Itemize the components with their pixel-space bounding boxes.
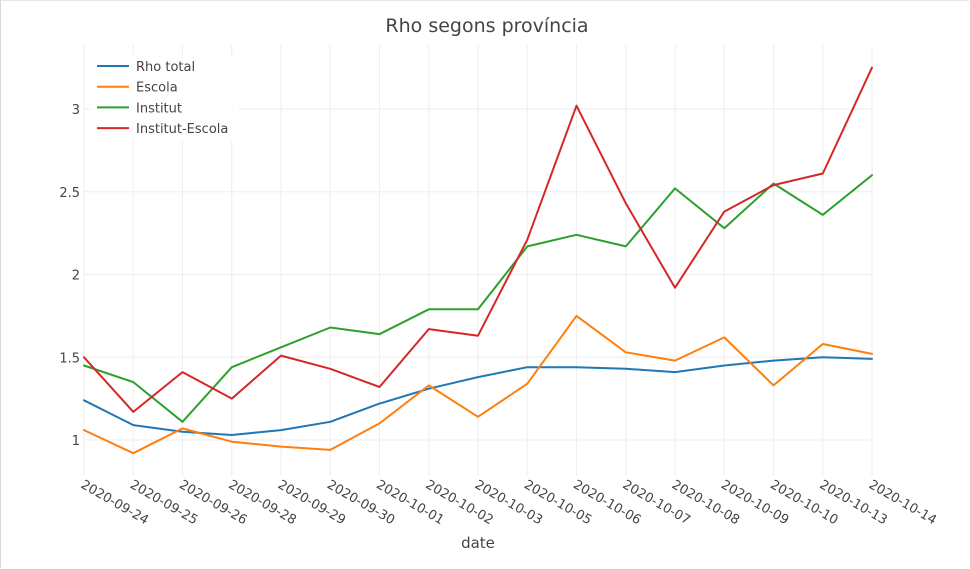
- legend-item-escola[interactable]: Escola: [97, 81, 178, 96]
- legend-item-institut[interactable]: Institut: [97, 101, 182, 116]
- x-axis-label: date: [461, 534, 495, 552]
- series-lines: [83, 66, 873, 455]
- series-line-institut-escola[interactable]: [83, 66, 873, 413]
- y-tick-label: 2: [72, 269, 80, 284]
- series-line-rho-total[interactable]: [83, 356, 873, 436]
- legend-label: Escola: [136, 81, 178, 96]
- y-tick-labels: 1 1.5 2 2.5 3: [59, 103, 80, 449]
- legend-label: Rho total: [136, 60, 195, 75]
- y-tick-label: 3: [72, 103, 80, 118]
- legend[interactable]: Rho total Escola Institut Institut-Escola: [90, 55, 238, 141]
- legend-label: Institut-Escola: [136, 122, 228, 137]
- series-line-escola[interactable]: [83, 314, 873, 455]
- series-line-institut[interactable]: [83, 174, 873, 423]
- y-tick-label: 1: [72, 434, 80, 449]
- legend-item-rho-total[interactable]: Rho total: [97, 60, 195, 75]
- legend-background: [90, 55, 238, 141]
- y-tick-label: 2.5: [59, 186, 80, 201]
- y-tick-label: 1.5: [59, 351, 80, 366]
- legend-item-institut-escola[interactable]: Institut-Escola: [97, 122, 228, 137]
- chart-title: Rho segons província: [385, 15, 588, 37]
- x-tick-labels: 2020-09-242020-09-252020-09-262020-09-28…: [78, 477, 939, 528]
- legend-label: Institut: [136, 101, 182, 116]
